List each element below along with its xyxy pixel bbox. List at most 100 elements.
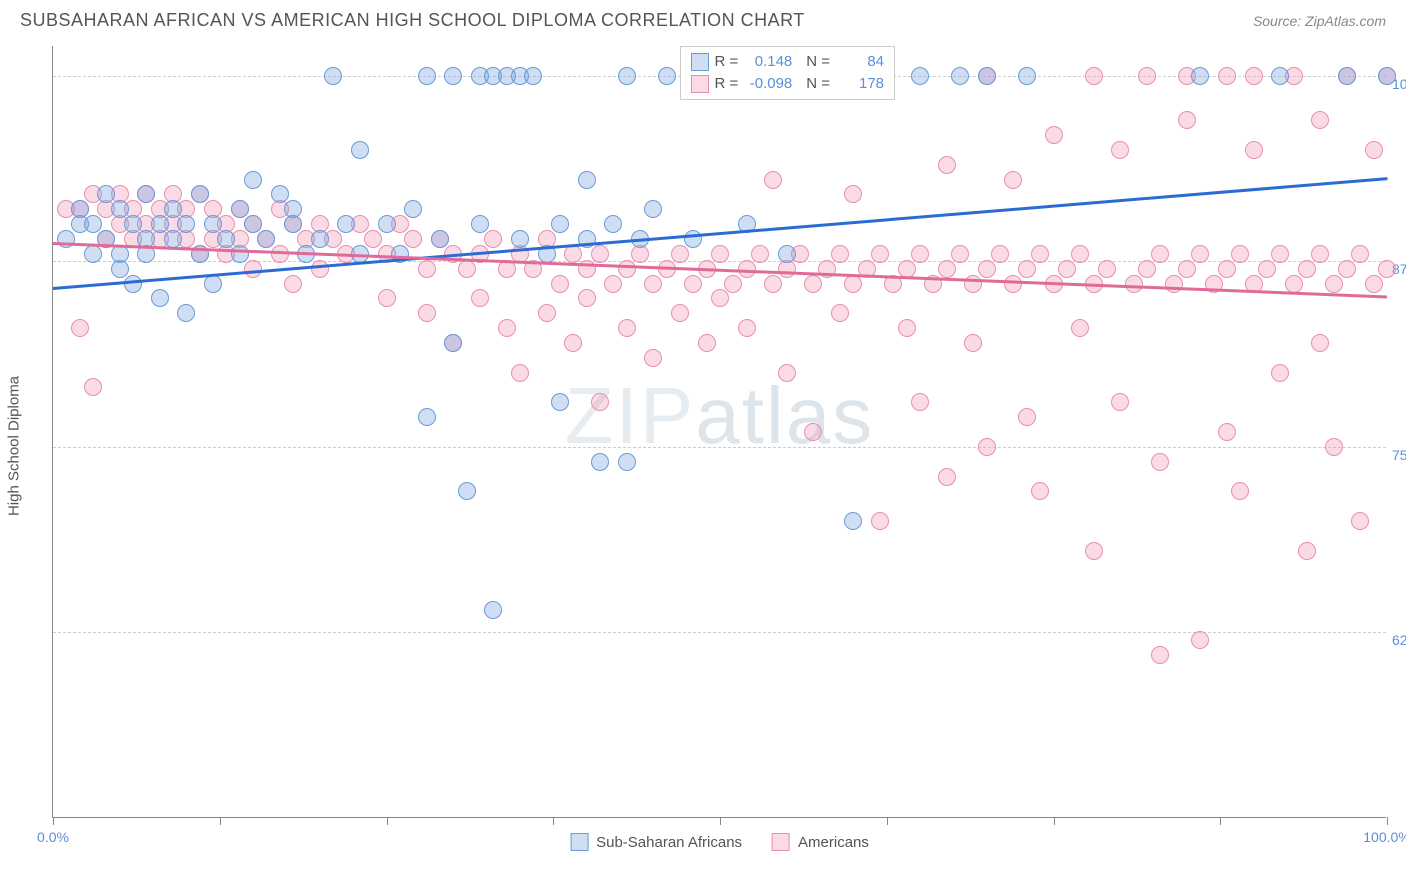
data-point <box>511 364 529 382</box>
data-point <box>844 275 862 293</box>
data-point <box>1218 67 1236 85</box>
data-point <box>84 245 102 263</box>
data-point <box>978 438 996 456</box>
data-point <box>844 512 862 530</box>
ytick-label: 75.0% <box>1392 447 1406 463</box>
data-point <box>1191 245 1209 263</box>
xtick <box>1054 817 1055 825</box>
data-point <box>191 185 209 203</box>
data-point <box>257 230 275 248</box>
legend-n-value: 84 <box>836 51 884 73</box>
data-point <box>1191 631 1209 649</box>
data-point <box>1058 260 1076 278</box>
data-point <box>751 245 769 263</box>
data-point <box>724 275 742 293</box>
data-point <box>991 245 1009 263</box>
data-point <box>244 171 262 189</box>
data-point <box>978 67 996 85</box>
data-point <box>418 260 436 278</box>
xtick-label: 100.0% <box>1363 829 1406 845</box>
data-point <box>951 67 969 85</box>
data-point <box>1018 67 1036 85</box>
legend-r-label: R = <box>715 51 739 73</box>
legend-n-label: N = <box>806 51 830 73</box>
data-point <box>284 200 302 218</box>
legend-r-label: R = <box>715 73 739 95</box>
data-point <box>458 260 476 278</box>
data-point <box>551 275 569 293</box>
data-point <box>1338 67 1356 85</box>
data-point <box>97 185 115 203</box>
data-point <box>1378 67 1396 85</box>
data-point <box>1085 542 1103 560</box>
data-point <box>1338 260 1356 278</box>
data-point <box>1125 275 1143 293</box>
data-point <box>1365 141 1383 159</box>
gridline-h <box>53 632 1386 633</box>
data-point <box>484 230 502 248</box>
data-point <box>1325 275 1343 293</box>
data-point <box>471 215 489 233</box>
data-point <box>1004 171 1022 189</box>
legend-series: Sub-Saharan AfricansAmericans <box>570 833 869 851</box>
data-point <box>1271 364 1289 382</box>
data-point <box>1311 245 1329 263</box>
data-point <box>1018 408 1036 426</box>
data-point <box>1111 393 1129 411</box>
data-point <box>1071 319 1089 337</box>
data-point <box>1298 260 1316 278</box>
data-point <box>324 67 342 85</box>
data-point <box>938 468 956 486</box>
xtick <box>887 817 888 825</box>
data-point <box>244 260 262 278</box>
data-point <box>1178 111 1196 129</box>
data-point <box>1138 260 1156 278</box>
data-point <box>231 200 249 218</box>
data-point <box>444 334 462 352</box>
data-point <box>378 289 396 307</box>
y-axis-label: High School Diploma <box>6 376 23 516</box>
data-point <box>1285 275 1303 293</box>
data-point <box>711 245 729 263</box>
data-point <box>471 289 489 307</box>
data-point <box>831 304 849 322</box>
data-point <box>1085 67 1103 85</box>
legend-swatch <box>691 75 709 93</box>
data-point <box>431 230 449 248</box>
data-point <box>311 230 329 248</box>
source-attribution: Source: ZipAtlas.com <box>1253 13 1386 29</box>
data-point <box>124 275 142 293</box>
data-point <box>111 260 129 278</box>
data-point <box>177 304 195 322</box>
xtick <box>220 817 221 825</box>
data-point <box>551 393 569 411</box>
data-point <box>964 275 982 293</box>
data-point <box>1018 260 1036 278</box>
legend-n-label: N = <box>806 73 830 95</box>
data-point <box>604 215 622 233</box>
data-point <box>698 334 716 352</box>
data-point <box>644 275 662 293</box>
data-point <box>177 215 195 233</box>
data-point <box>271 185 289 203</box>
data-point <box>1351 245 1369 263</box>
xtick <box>387 817 388 825</box>
legend-stats-box: R =0.148N =84R =-0.098N =178 <box>680 46 896 100</box>
data-point <box>578 171 596 189</box>
xtick <box>1387 817 1388 825</box>
data-point <box>124 215 142 233</box>
data-point <box>1258 260 1276 278</box>
data-point <box>1325 438 1343 456</box>
data-point <box>511 230 529 248</box>
data-point <box>618 453 636 471</box>
data-point <box>418 304 436 322</box>
data-point <box>778 245 796 263</box>
legend-n-value: 178 <box>836 73 884 95</box>
data-point <box>351 141 369 159</box>
data-point <box>898 319 916 337</box>
xtick <box>553 817 554 825</box>
data-point <box>804 275 822 293</box>
watermark-text: ZIPatlas <box>565 370 874 462</box>
data-point <box>591 453 609 471</box>
data-point <box>1004 275 1022 293</box>
